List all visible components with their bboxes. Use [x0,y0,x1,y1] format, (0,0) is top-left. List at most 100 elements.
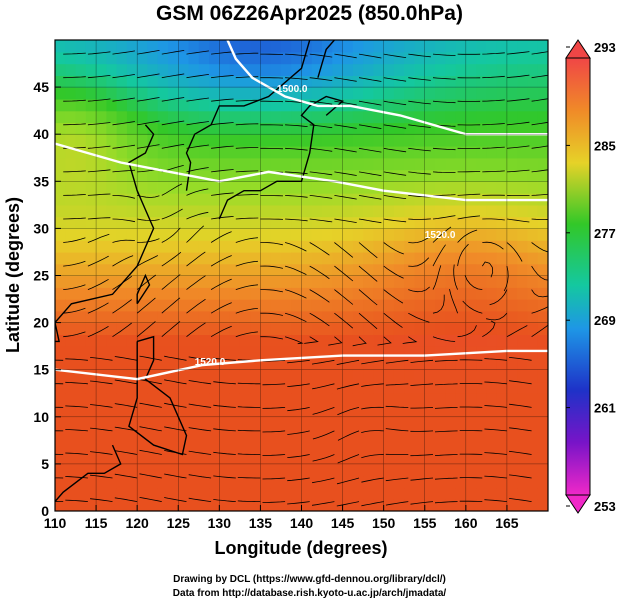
field-cell [239,299,251,312]
field-cell [424,63,436,76]
field-cell [106,357,118,371]
field-cell [291,405,303,418]
field-cell [291,428,303,441]
field-cell [301,416,313,430]
field-cell [506,51,518,65]
field-cell [373,87,385,100]
field-cell [65,134,77,147]
field-cell [496,87,508,100]
field-cell [85,87,97,100]
field-cell [281,405,292,418]
field-cell [291,98,303,112]
field-cell [363,134,374,147]
field-cell [137,452,149,465]
field-cell [55,463,66,477]
field-cell [209,393,220,406]
field-cell [96,346,107,359]
field-cell [404,169,416,182]
field-cell [506,440,518,453]
field-cell [157,169,169,182]
field-cell [168,204,179,218]
field-cell [465,487,477,500]
field-cell [106,263,118,277]
field-cell [178,216,190,229]
streamline [161,321,181,338]
field-cell [517,157,529,171]
field-cell [414,181,426,194]
field-cell [435,228,446,241]
field-cell [270,322,282,335]
field-cell [527,134,539,147]
field-cell [281,334,292,347]
streamline [334,265,354,282]
field-cell [496,169,508,182]
field-cell [363,87,374,100]
field-cell [506,405,518,418]
field-cell [301,440,313,453]
field-cell [496,204,508,218]
field-cell [106,110,118,124]
field-cell [476,40,487,53]
field-cell [198,169,210,182]
field-cell [178,463,190,477]
streamline [188,403,212,408]
field-cell [281,322,292,335]
field-cell [229,181,241,194]
field-cell [517,51,529,65]
field-cell [311,51,323,65]
field-cell [414,322,426,335]
field-cell [476,181,487,194]
field-cell [239,228,251,241]
field-cell [85,357,97,371]
field-cell [537,452,548,465]
streamline [383,195,407,199]
field-cell [373,287,385,300]
streamline [211,192,234,196]
field-cell [342,369,354,383]
field-cell [393,369,405,383]
field-cell [455,134,467,147]
field-cell [404,475,416,489]
field-cell [311,87,323,100]
field-cell [352,334,364,347]
field-cell [517,251,529,265]
streamline [237,500,261,502]
field-cell [209,134,220,147]
streamline [383,171,407,176]
field-cell [465,275,477,288]
field-cell [383,357,395,371]
field-cell [219,428,231,441]
field-cell [352,169,364,182]
field-cell [281,452,292,465]
field-cell [537,393,548,406]
field-cell [116,334,128,347]
field-cell [157,334,169,347]
field-cell [75,381,87,394]
field-cell [352,499,364,511]
field-cell [527,240,539,253]
field-cell [209,169,220,182]
field-cell [404,157,416,171]
field-cell [506,310,518,324]
field-cell [332,369,344,383]
field-cell [342,334,354,347]
streamline [137,195,160,198]
field-cell [250,393,261,406]
field-cell [270,475,282,489]
streamline [432,244,446,267]
field-cell [291,204,303,218]
field-cell [239,240,251,253]
field-cell [332,122,344,135]
field-cell [332,157,344,171]
field-cell [209,346,220,359]
field-cell [486,299,498,312]
streamline [457,229,478,243]
field-cell [496,334,508,347]
field-cell [116,251,128,265]
field-cell [75,228,87,241]
field-cell [147,452,159,465]
streamline [358,77,382,82]
field-cell [455,287,467,300]
field-cell [301,393,313,406]
field-cell [85,475,97,489]
